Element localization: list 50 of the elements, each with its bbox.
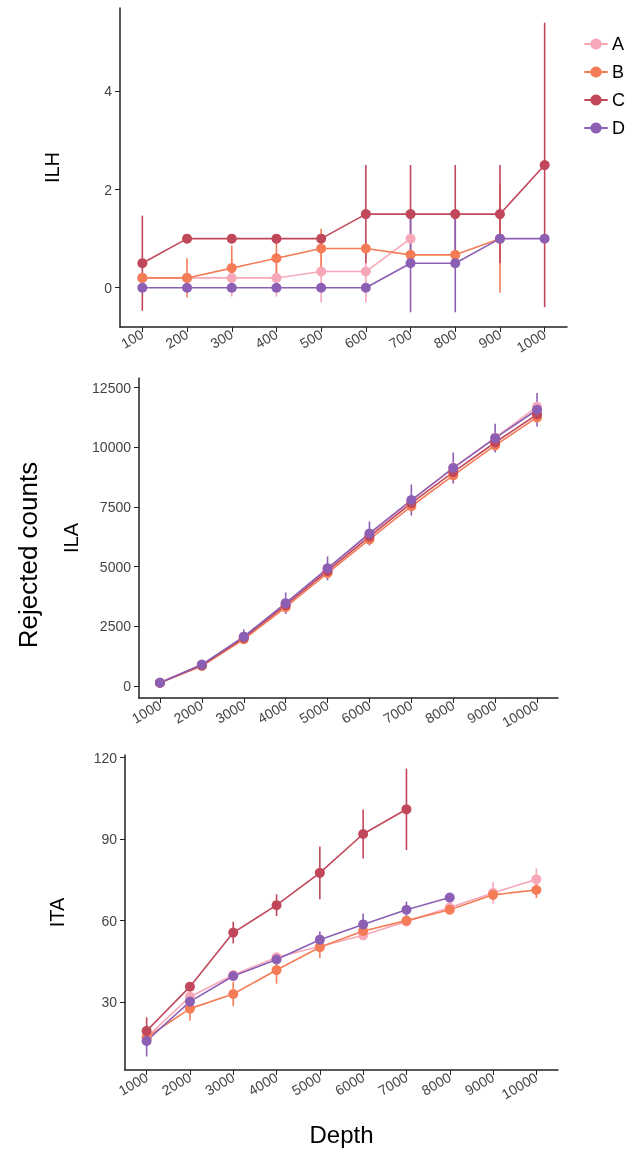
x-tick-label: 500 bbox=[296, 325, 326, 352]
legend-label: B bbox=[612, 62, 625, 82]
text: Rejected counts bbox=[13, 461, 43, 649]
x-tick-label: 900 bbox=[475, 325, 505, 352]
x-tick-label: 6000 bbox=[332, 1068, 368, 1099]
x-tick-label: 1000 bbox=[513, 325, 549, 356]
legend-label: A bbox=[612, 34, 625, 54]
y-tick-label: 4 bbox=[104, 83, 113, 100]
x-tick-label: 7000 bbox=[380, 696, 416, 727]
x-tick-label: 9000 bbox=[462, 1068, 498, 1099]
x-tick-label: 8000 bbox=[418, 1068, 454, 1099]
y-tick-label: 2500 bbox=[99, 618, 132, 635]
x-tick-label: 2000 bbox=[170, 696, 207, 727]
y-tick-label: 7500 bbox=[99, 498, 132, 515]
y-axis-title: ILA bbox=[60, 522, 82, 554]
x-tick-label: 8000 bbox=[422, 696, 458, 727]
y-tick-label: 0 bbox=[104, 279, 113, 296]
x-tick-label: 700 bbox=[386, 325, 415, 352]
x-tick-label: 4000 bbox=[245, 1068, 281, 1099]
y-tick-label: 60 bbox=[101, 912, 118, 929]
x-axis-title: Depth bbox=[309, 1120, 374, 1148]
y-tick-label: 5000 bbox=[99, 558, 132, 575]
y-tick-label: 10000 bbox=[92, 439, 132, 456]
y-tick-label: 120 bbox=[93, 749, 118, 766]
y-tick-label: 12500 bbox=[92, 379, 132, 396]
x-tick-label: 600 bbox=[341, 325, 371, 352]
x-tick-label: 1000 bbox=[115, 1068, 151, 1099]
x-tick-label: 6000 bbox=[338, 696, 374, 727]
x-tick-label: 9000 bbox=[464, 696, 500, 727]
legend-label: C bbox=[612, 90, 625, 110]
x-tick-label: 800 bbox=[431, 325, 460, 352]
x-tick-label: 300 bbox=[207, 325, 236, 352]
x-tick-label: 100 bbox=[118, 325, 147, 352]
x-tick-label: 3000 bbox=[212, 696, 248, 727]
x-tick-label: 7000 bbox=[375, 1068, 411, 1099]
y-axis-title: ITA bbox=[46, 897, 68, 928]
y-tick-label: 2 bbox=[104, 181, 113, 198]
x-tick-label: 5000 bbox=[288, 1068, 325, 1099]
x-tick-label: 2000 bbox=[159, 1068, 195, 1099]
x-tick-label: 4000 bbox=[254, 696, 290, 727]
legend-label: D bbox=[612, 118, 625, 138]
x-tick-label: 200 bbox=[162, 325, 192, 352]
y-tick-label: 90 bbox=[101, 831, 118, 848]
x-tick-label: 400 bbox=[252, 325, 281, 352]
x-tick-label: 1000 bbox=[129, 696, 165, 727]
x-tick-label: 3000 bbox=[202, 1068, 238, 1099]
x-tick-label: 5000 bbox=[296, 696, 332, 727]
y-tick-label: 0 bbox=[123, 678, 132, 695]
y-axis-title: ILH bbox=[41, 151, 63, 184]
y-tick-label: 30 bbox=[101, 994, 118, 1011]
